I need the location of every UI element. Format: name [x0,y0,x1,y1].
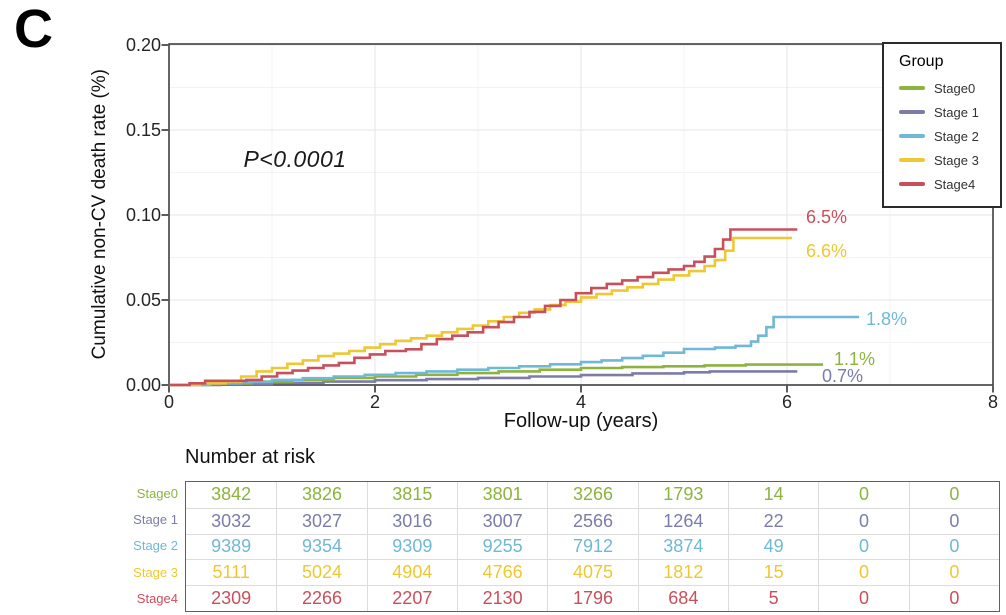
y-tick-label: 0.00 [125,375,161,395]
legend-swatch [899,86,925,90]
risk-cell: 9255 [457,533,548,560]
legend-item-stage0: Stage0 [899,76,996,100]
end-label-stage2: 1.8% [866,309,908,329]
risk-cell: 0 [908,482,999,508]
legend-label: Stage4 [934,176,976,192]
end-label-stage1: 0.7% [822,366,864,386]
risk-cell: 1812 [637,559,728,586]
curve-stage2 [169,315,860,387]
y-tick-label: 0.10 [125,205,161,225]
legend-swatch [899,110,925,114]
risk-row-label-stage2: Stage 2 [133,538,178,554]
end-label-stage3: 6.6% [806,241,848,261]
risk-cell: 9389 [186,533,277,560]
y-axis-title: Cumulative non-CV death rate (%) [88,44,112,385]
risk-row-label-stage3: Stage 3 [133,564,178,580]
legend-swatch [899,182,925,186]
risk-cell: 3032 [186,507,277,534]
risk-cell: 9354 [276,533,367,560]
risk-row-label-stage1: Stage 1 [133,512,178,528]
risk-cell: 3007 [457,507,548,534]
number-at-risk-title: Number at risk [185,446,316,468]
legend-item-stage4: Stage4 [899,172,996,196]
curve-stage0 [169,363,823,387]
risk-cell: 5 [728,585,819,611]
risk-cell: 2566 [547,507,638,534]
x-tick-label: 0 [163,392,174,412]
risk-cell: 0 [818,585,909,611]
risk-cell: 3874 [637,533,728,560]
y-tick-label: 0.05 [125,290,161,310]
x-tick-label: 2 [369,392,380,412]
curve-stage4 [169,228,798,387]
legend-swatch [899,134,925,138]
risk-cell: 0 [818,559,909,586]
plot-panel-border [168,43,994,386]
risk-cell: 1796 [547,585,638,611]
risk-cell: 49 [728,533,819,560]
risk-cell: 2309 [186,585,277,611]
curve-stage3 [169,236,793,387]
end-label-stage4: 6.5% [806,207,848,227]
risk-cell: 0 [908,585,999,611]
risk-cell: 0 [908,533,999,560]
risk-cell: 5024 [276,559,367,586]
legend: Group Stage0 Stage 1 Stage 2 Stage 3 Stage4 [882,42,1002,208]
risk-cell: 14 [728,482,818,508]
legend-item-stage3: Stage 3 [899,148,996,172]
legend-label: Stage 2 [934,128,979,144]
legend-title: Group [899,53,944,70]
panel-label: C [14,0,53,59]
risk-cell: 7912 [547,533,638,560]
risk-cell: 3266 [547,482,637,508]
risk-cell: 2130 [457,585,548,611]
risk-cell: 1793 [637,482,728,508]
y-axis-title-text: Cumulative non-CV death rate (%) [89,69,110,360]
risk-cell: 3027 [276,507,367,534]
legend-label: Stage 3 [934,152,979,168]
legend-label: Stage0 [934,80,976,96]
y-tick-label: 0.15 [125,120,161,140]
risk-cell: 4075 [547,559,638,586]
risk-cell: 0 [818,482,908,508]
risk-cell: 3826 [276,482,366,508]
risk-row-label-stage0: Stage0 [136,486,178,501]
risk-cell: 1264 [637,507,728,534]
risk-cell: 5111 [186,559,277,585]
y-tick-label: 0.20 [125,35,161,55]
number-at-risk-table: 3842 3826 3815 3801 3266 1793 14 0 0 3032 3027 3016… [185,481,1000,612]
risk-cell: 15 [728,559,819,586]
end-label-stage0: 1.1% [834,349,876,369]
x-axis-title: Follow-up (years) [503,410,659,432]
risk-cell: 2207 [366,585,457,611]
legend-label: Stage 1 [934,104,979,120]
risk-cell: 0 [818,533,909,560]
risk-cell: 22 [728,507,819,534]
legend-swatch [899,158,925,162]
risk-cell: 3801 [457,482,547,508]
legend-items: Stage0 Stage 1 Stage 2 Stage 3 Stage4 [899,76,996,196]
risk-cell: 684 [637,585,728,611]
legend-item-stage2: Stage 2 [899,124,996,148]
risk-cell: 4904 [366,559,457,586]
risk-cell: 0 [818,507,909,534]
legend-item-stage1: Stage 1 [899,100,996,124]
p-value-annotation: P<0.0001 [243,146,347,172]
risk-cell: 2266 [276,585,367,611]
risk-cell: 4766 [457,559,548,586]
risk-cell: 9309 [366,533,457,560]
risk-cell: 3815 [366,482,457,508]
risk-cell: 3842 [211,484,252,505]
x-tick-label: 8 [987,392,998,412]
risk-cell: 0 [908,559,999,586]
risk-cell: 3016 [366,507,457,534]
x-tick-label: 6 [781,392,792,412]
x-tick-label: 4 [575,392,586,412]
risk-cell: 0 [908,507,999,534]
risk-row-label-stage4: Stage4 [136,590,178,606]
